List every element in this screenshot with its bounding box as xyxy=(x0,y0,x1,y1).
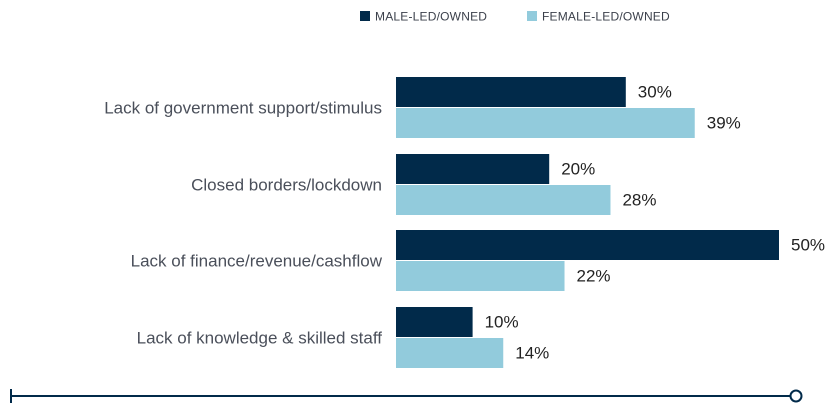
value-label-male: 10% xyxy=(485,312,519,331)
category-label: Closed borders/lockdown xyxy=(191,175,382,194)
value-label-female: 28% xyxy=(622,190,656,209)
legend: MALE-LED/OWNED FEMALE-LED/OWNED xyxy=(360,10,670,24)
bar-female xyxy=(396,338,504,368)
bar-male xyxy=(396,77,626,107)
value-label-female: 39% xyxy=(707,113,741,132)
legend-label-male: MALE-LED/OWNED xyxy=(375,10,487,24)
category-labels: Lack of government support/stimulus Close… xyxy=(104,98,383,347)
bars xyxy=(396,77,779,368)
legend-swatch-male xyxy=(360,11,370,21)
legend-label-female: FEMALE-LED/OWNED xyxy=(542,10,670,24)
value-labels: 30% 39% 20% 28% 50% 22% 10% 14% xyxy=(485,82,825,362)
bar-female xyxy=(396,261,565,291)
value-label-male: 50% xyxy=(791,235,825,254)
bar-female xyxy=(396,108,695,138)
bar-male xyxy=(396,307,473,337)
category-label: Lack of knowledge & skilled staff xyxy=(137,328,383,347)
category-label: Lack of government support/stimulus xyxy=(104,98,382,117)
legend-swatch-female xyxy=(527,11,537,21)
bar-female xyxy=(396,185,611,215)
value-label-female: 14% xyxy=(515,343,549,362)
bar-male xyxy=(396,154,550,184)
value-label-female: 22% xyxy=(577,266,611,285)
value-label-male: 20% xyxy=(561,159,595,178)
bottom-axis-line xyxy=(10,389,803,403)
bar-male xyxy=(396,230,779,260)
value-label-male: 30% xyxy=(638,82,672,101)
axis-end-circle xyxy=(789,389,803,403)
category-label: Lack of finance/revenue/cashflow xyxy=(131,251,383,270)
